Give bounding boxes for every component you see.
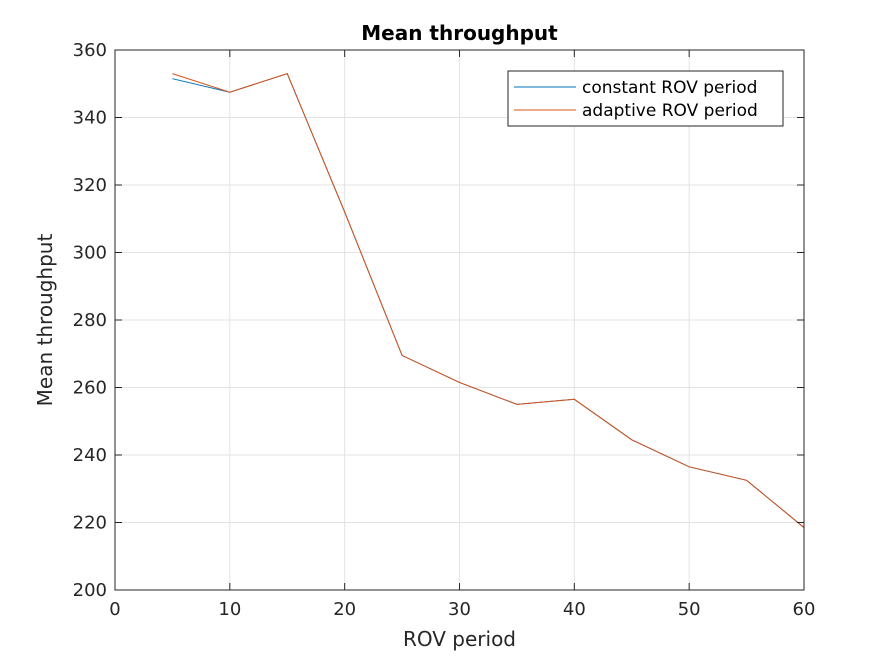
y-tick-label: 300	[73, 243, 107, 264]
axis-ticks	[114, 49, 805, 591]
legend-label-constant: constant ROV period	[582, 78, 757, 98]
x-tick-label: 30	[448, 599, 471, 620]
x-tick-label: 10	[218, 599, 241, 620]
series-layer	[172, 73, 805, 528]
x-tick-label: 20	[333, 599, 356, 620]
x-tick-label: 0	[109, 599, 120, 620]
y-tick-label: 320	[73, 175, 107, 196]
y-tick-label: 260	[73, 378, 107, 399]
x-tick-label: 60	[793, 599, 816, 620]
legend-label-adaptive: adaptive ROV period	[582, 101, 758, 121]
y-tick-label: 220	[73, 513, 107, 534]
y-tick-label: 240	[73, 445, 107, 466]
y-tick-label: 360	[73, 40, 107, 61]
legend-box	[507, 70, 784, 127]
x-axis-label: ROV period	[403, 627, 516, 651]
legend: constant ROV period adaptive ROV period	[507, 70, 784, 127]
y-tick-label: 200	[73, 580, 107, 601]
x-tick-label: 50	[678, 599, 701, 620]
y-tick-label: 340	[73, 108, 107, 129]
tick-labels: 0 10 20 30 40 50 60 200 220 240 260 280 300 320 340 360	[73, 40, 816, 620]
y-tick-label: 280	[73, 310, 107, 331]
y-axis-label: Mean throughput	[33, 234, 57, 407]
x-tick-label: 40	[563, 599, 586, 620]
series-line-adaptive	[172, 73, 805, 528]
chart-title: Mean throughput	[361, 21, 558, 45]
